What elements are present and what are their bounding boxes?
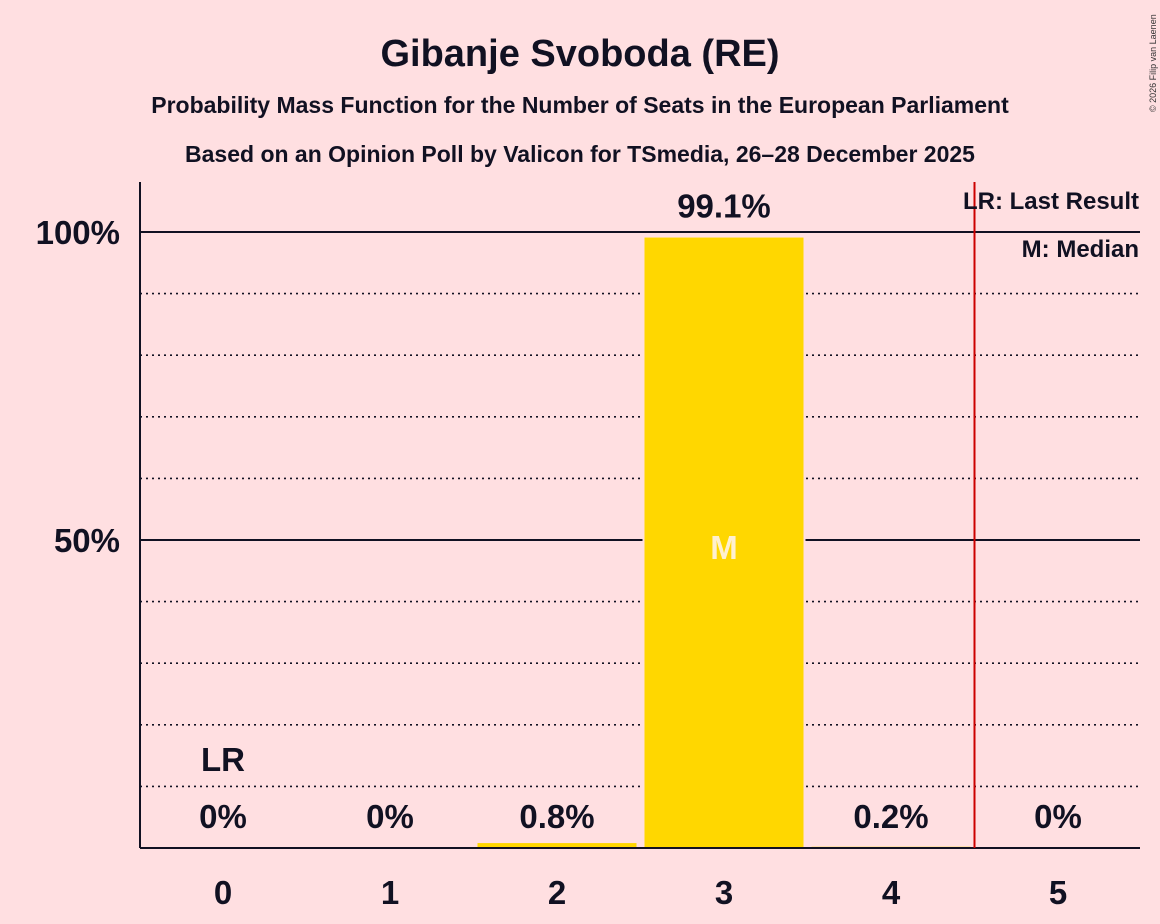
copyright-notice: © 2026 Filip van Laenen [1148,14,1158,112]
x-tick-label-5: 5 [1049,874,1067,911]
data-labels: 0% 0% 0.8% 99.1% 0.2% 0% M LR [199,188,1082,835]
chart-title: Gibanje Svoboda (RE) [380,33,779,75]
data-label-seat-4: 0.2% [853,798,928,835]
x-tick-label-4: 4 [882,874,901,911]
chart-subtitle: Probability Mass Function for the Number… [151,92,1009,118]
legend-median: M: Median [1022,236,1139,263]
data-label-seat-1: 0% [366,798,414,835]
x-axis-ticks: 0 1 2 3 4 5 [214,874,1067,911]
data-label-seat-3: 99.1% [677,188,771,225]
gridlines [140,231,1140,788]
y-tick-label-100: 100% [36,214,120,251]
last-result-marker: LR [201,741,245,778]
y-tick-label-50: 50% [54,522,120,559]
y-axis-ticks: 50% 100% [36,214,120,559]
x-tick-label-2: 2 [548,874,566,911]
legend-last-result: LR: Last Result [963,188,1139,215]
x-tick-label-1: 1 [381,874,399,911]
bar-seat-3 [644,237,804,848]
data-label-seat-0: 0% [199,798,247,835]
chart-source: Based on an Opinion Poll by Valicon for … [185,141,975,167]
bar-seat-2 [477,843,637,848]
data-label-seat-5: 0% [1034,798,1082,835]
x-tick-label-0: 0 [214,874,232,911]
data-label-seat-2: 0.8% [519,798,594,835]
median-marker: M [710,529,738,566]
x-tick-label-3: 3 [715,874,733,911]
